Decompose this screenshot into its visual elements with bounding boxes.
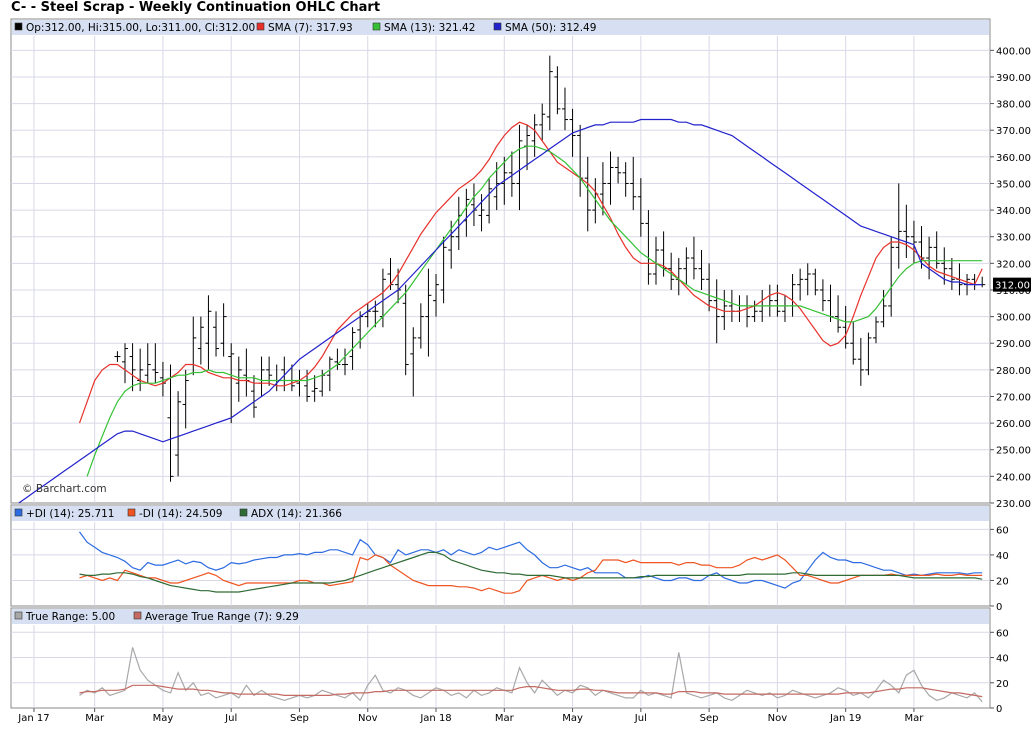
legend-label: True Range: 5.00 xyxy=(25,611,115,623)
y-tick-label: 360.00 xyxy=(996,153,1031,164)
x-tick-label: Nov xyxy=(358,713,378,724)
legend-label: ADX (14): 21.366 xyxy=(251,508,342,520)
y-tick-label: 320.00 xyxy=(996,259,1031,270)
dmi-line-1 xyxy=(79,531,983,589)
watermark: © Barchart.com xyxy=(22,483,107,495)
y-tick-label: 250.00 xyxy=(996,446,1031,457)
x-tick-label: Sep xyxy=(700,713,719,724)
legend-swatch xyxy=(239,508,248,517)
y-tick-label: 40 xyxy=(996,654,1009,665)
y-tick-label: 330.00 xyxy=(996,233,1031,244)
legend-swatch xyxy=(14,611,23,620)
y-tick-label: 350.00 xyxy=(996,179,1031,190)
legend-label: Average True Range (7): 9.29 xyxy=(145,611,299,623)
chart-title: C- - Steel Scrap - Weekly Continuation O… xyxy=(11,0,381,15)
y-tick-label: 20 xyxy=(996,679,1009,690)
x-tick-label: Jul xyxy=(224,713,237,724)
y-tick-label: 0 xyxy=(996,704,1002,715)
y-tick-label: 240.00 xyxy=(996,472,1031,483)
legend-swatch xyxy=(133,611,142,620)
legend-swatch xyxy=(14,22,23,31)
legend-swatch xyxy=(372,22,381,31)
x-tick-label: May xyxy=(562,713,583,724)
y-tick-label: 280.00 xyxy=(996,366,1031,377)
legend-label: SMA (50): 312.49 xyxy=(505,22,596,34)
x-tick-label: Mar xyxy=(495,713,515,724)
legend-label: Op:312.00, Hi:315.00, Lo:311.00, Cl:312.… xyxy=(26,22,255,34)
tr-line-2 xyxy=(79,684,983,698)
x-tick-label: Sep xyxy=(290,713,309,724)
y-tick-label: 60 xyxy=(996,525,1009,536)
x-tick-label: Jan 17 xyxy=(17,713,49,724)
legend-label: +DI (14): 25.711 xyxy=(26,508,115,520)
legend-label: SMA (7): 317.93 xyxy=(268,22,353,34)
tr-panel-legend-bar xyxy=(12,609,989,624)
price-panel xyxy=(10,18,991,504)
y-tick-label: 370.00 xyxy=(996,126,1031,137)
legend-swatch xyxy=(127,508,136,517)
y-tick-label: 300.00 xyxy=(996,313,1031,324)
y-tick-label: 0 xyxy=(996,602,1002,613)
last-price-box xyxy=(993,277,1031,292)
x-tick-label: Mar xyxy=(904,713,924,724)
dmi-line-3 xyxy=(79,551,983,593)
x-tick-label: Jan 18 xyxy=(419,713,451,724)
x-tick-label: Jul xyxy=(634,713,647,724)
y-tick-label: 400.00 xyxy=(996,46,1031,57)
legend-swatch xyxy=(14,508,23,517)
legend-swatch xyxy=(256,22,265,31)
y-tick-label: 270.00 xyxy=(996,392,1031,403)
y-tick-label: 60 xyxy=(996,628,1009,639)
legend-label: SMA (13): 321.42 xyxy=(384,22,475,34)
legend-swatch xyxy=(493,22,502,31)
y-tick-label: 260.00 xyxy=(996,419,1031,430)
y-tick-label: 40 xyxy=(996,551,1009,562)
legend-label: -DI (14): 24.509 xyxy=(139,508,222,520)
dmi-panel-legend-bar xyxy=(12,506,989,521)
sma-line-2 xyxy=(86,145,983,477)
y-tick-label: 230.00 xyxy=(996,499,1031,510)
y-tick-label: 340.00 xyxy=(996,206,1031,217)
y-tick-label: 20 xyxy=(996,576,1009,587)
last-price-label: 312.00 xyxy=(995,281,1030,292)
y-tick-label: 380.00 xyxy=(996,100,1031,111)
x-tick-label: Mar xyxy=(85,713,105,724)
sma-line-1 xyxy=(78,121,983,424)
y-tick-label: 390.00 xyxy=(996,73,1031,84)
sma-line-3 xyxy=(18,118,983,504)
dmi-line-2 xyxy=(79,554,983,594)
x-tick-label: Nov xyxy=(768,713,788,724)
x-tick-label: May xyxy=(153,713,174,724)
x-tick-label: Jan 19 xyxy=(829,713,861,724)
y-tick-label: 290.00 xyxy=(996,339,1031,350)
